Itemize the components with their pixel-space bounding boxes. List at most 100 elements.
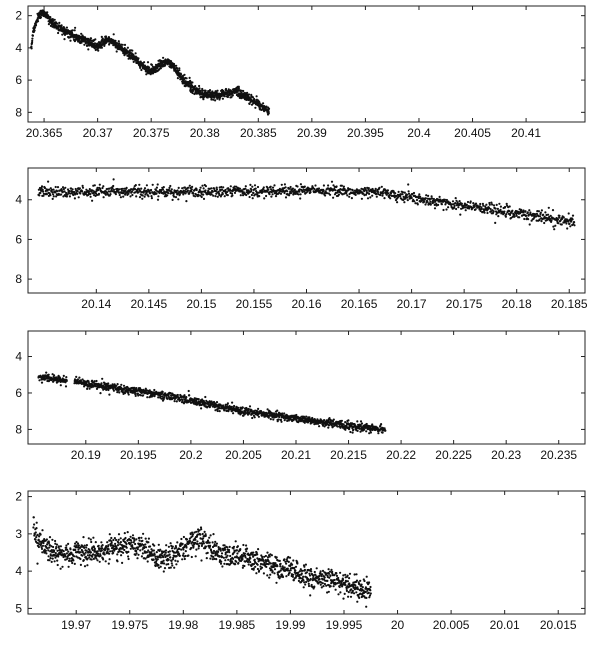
data-point [176,77,179,80]
data-point [77,196,80,199]
data-point [359,420,363,423]
data-point [82,536,85,539]
data-point [349,430,352,434]
data-point [159,548,162,551]
data-point [296,185,299,188]
data-point [458,200,461,203]
data-point [279,418,283,422]
data-point [455,207,458,211]
data-point [305,415,308,418]
data-point [191,81,194,84]
data-point [140,187,143,190]
data-point [427,194,430,197]
data-point [389,197,392,200]
data-point [73,562,76,566]
x-tick-label: 20.235 [540,448,577,462]
data-series-1 [37,371,387,435]
data-point [336,191,339,194]
y-tick-label: 6 [15,232,22,246]
data-point [55,543,59,546]
data-point [198,87,201,90]
data-point [334,189,337,192]
data-point [158,191,161,195]
data-point [165,544,168,547]
data-point [51,18,54,21]
data-point [157,543,160,546]
data-point [331,420,335,423]
data-point [81,554,84,557]
data-point [184,192,187,195]
data-point [188,76,191,79]
x-tick-label: 20.165 [341,297,378,311]
data-point [93,546,96,549]
data-point [37,538,40,541]
data-point [273,189,276,192]
data-point [396,201,399,204]
data-point [83,43,86,46]
data-point [466,200,470,204]
data-point [49,187,52,190]
data-point [202,197,206,200]
data-point [327,424,331,427]
data-point [98,560,101,563]
data-point [160,397,163,400]
data-point [79,379,82,382]
data-point [130,541,133,544]
data-point [146,190,149,193]
data-point [199,186,202,189]
data-point [48,544,51,547]
data-point [383,427,386,430]
data-point [286,190,289,193]
data-point [159,395,162,398]
data-point [197,398,200,401]
data-point [283,191,286,195]
data-point [69,548,72,551]
data-point [242,89,245,93]
data-point [562,216,565,219]
data-point [138,196,142,199]
data-series-1 [30,9,271,116]
data-point [49,24,53,27]
data-point [277,418,280,421]
data-point [558,214,561,217]
data-point [105,546,108,549]
data-point [188,82,191,85]
chart-panel-1: 20.365 20.37 20.375 20.38 20.385 20.39 20.395 2… [15,5,586,140]
data-point [50,560,53,564]
data-point [119,196,122,199]
data-point [273,184,276,187]
data-point [30,47,33,50]
data-point [220,185,223,189]
data-point [101,547,104,550]
data-point [354,193,357,196]
data-point [244,411,247,414]
data-point [115,547,118,550]
data-point [460,202,463,205]
data-point [255,95,258,98]
data-point [147,66,151,69]
data-point [104,35,108,38]
data-point [426,200,429,203]
data-point [167,192,170,195]
data-point [253,184,257,187]
data-point [134,184,137,187]
data-point [156,183,159,186]
data-point [251,197,254,200]
data-point [543,221,546,225]
data-point [134,553,137,557]
data-point [218,193,221,197]
data-point [172,556,175,559]
data-point [125,48,128,51]
y-tick-label: 4 [15,41,22,55]
data-point [41,188,44,191]
data-point [60,24,63,27]
data-point [556,220,559,223]
data-point [60,551,63,554]
data-point [127,393,130,396]
data-point [517,210,520,213]
data-point [573,221,576,224]
data-point [557,222,560,225]
data-point [66,548,69,551]
data-point [332,184,335,187]
data-point [81,186,85,189]
